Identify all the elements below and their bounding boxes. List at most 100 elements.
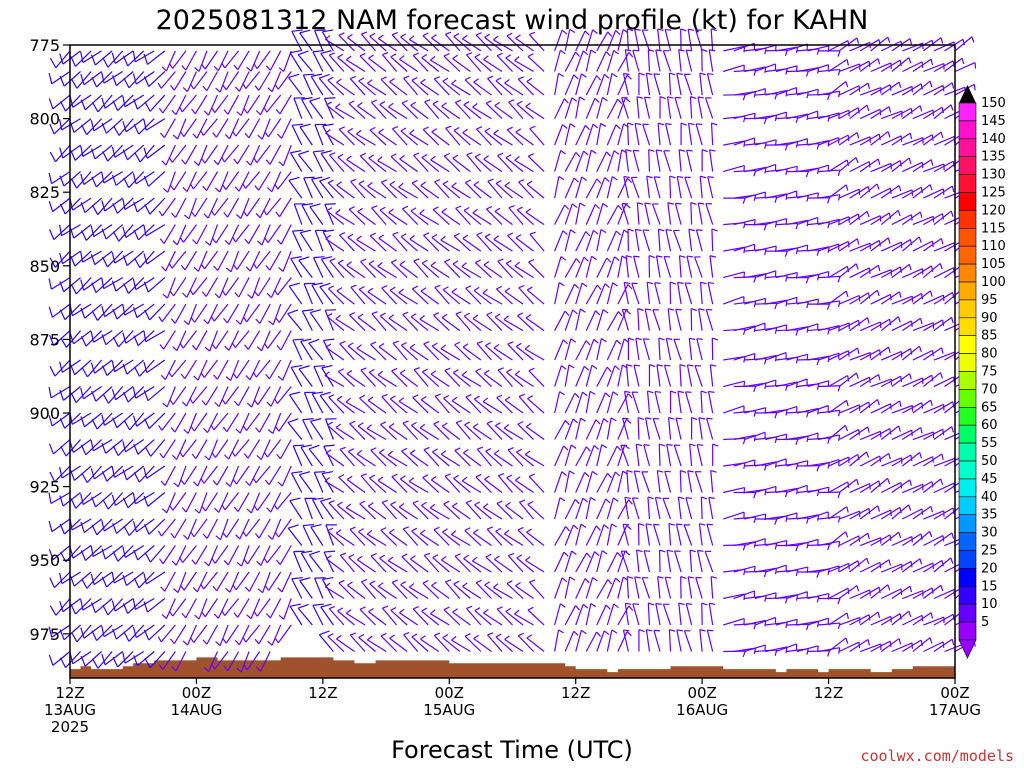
barb-half-flag — [466, 152, 473, 156]
wind-barb — [158, 303, 176, 323]
barb-half-flag — [403, 632, 410, 636]
barb-flag — [143, 147, 148, 159]
barb-half-flag — [170, 427, 176, 433]
wind-barb — [171, 651, 187, 672]
wind-barb — [322, 229, 335, 252]
barb-flag — [143, 390, 149, 401]
barb-half-flag — [160, 586, 166, 592]
barb-half-flag — [442, 286, 449, 291]
barb-staff — [504, 185, 524, 199]
wind-barb — [754, 163, 777, 173]
barb-staff — [432, 103, 450, 120]
barb-staff — [145, 224, 166, 237]
wind-barb — [162, 277, 176, 299]
wind-barb — [402, 311, 419, 331]
barb-staff — [165, 50, 176, 72]
barb-half-flag — [564, 204, 570, 210]
wind-barb — [699, 175, 707, 199]
wind-barb — [91, 651, 113, 669]
barb-half-flag — [346, 369, 353, 375]
wind-barb — [452, 608, 471, 626]
barb-staff — [554, 30, 563, 52]
wind-barb — [391, 367, 408, 387]
wind-barb — [451, 635, 471, 653]
barb-flag — [60, 101, 67, 112]
wind-barb — [80, 277, 102, 291]
barb-half-flag — [371, 205, 378, 209]
wind-barb — [606, 523, 617, 546]
barb-half-flag — [625, 149, 632, 152]
barb-staff — [528, 476, 545, 493]
barb-staff — [575, 150, 585, 172]
barb-half-flag — [172, 134, 179, 140]
barb-staff — [444, 261, 461, 279]
barb-staff — [346, 479, 366, 494]
barb-staff — [765, 351, 787, 361]
barb-staff — [698, 523, 703, 546]
barb-staff — [525, 211, 545, 226]
wind-barb — [382, 52, 398, 72]
wind-barb — [633, 470, 641, 493]
wind-barb — [101, 465, 124, 482]
wind-barb — [505, 54, 524, 72]
barb-half-flag — [485, 447, 492, 452]
barb-staff — [617, 419, 628, 440]
barb-half-flag — [708, 390, 715, 393]
barb-half-flag — [326, 101, 333, 106]
barb-half-flag — [423, 232, 430, 236]
wind-barb — [585, 631, 602, 652]
barb-staff — [527, 609, 545, 626]
barb-staff — [250, 144, 261, 166]
barb-half-flag — [358, 528, 364, 533]
wind-barb — [211, 330, 229, 350]
wind-barb — [225, 571, 240, 593]
barb-half-flag — [241, 182, 247, 189]
wind-barb — [287, 418, 303, 440]
barb-flag — [112, 417, 118, 428]
barb-staff — [107, 50, 124, 68]
barb-half-flag — [246, 66, 252, 72]
wind-barb — [665, 123, 672, 146]
wind-barb — [486, 526, 503, 546]
barb-staff — [172, 386, 187, 405]
barb-half-flag — [267, 87, 273, 93]
wind-barb — [112, 94, 134, 112]
barb-half-flag — [326, 555, 332, 560]
barb-half-flag — [596, 284, 602, 291]
barb-staff — [360, 581, 376, 599]
wind-barb — [122, 359, 145, 375]
wind-barb — [596, 283, 610, 305]
barb-staff — [127, 50, 145, 67]
wind-barb — [204, 439, 219, 461]
wind-barb — [464, 76, 482, 96]
wind-barb — [495, 180, 513, 199]
barb-half-flag — [349, 420, 356, 425]
wind-barb — [389, 286, 408, 305]
wind-barb — [350, 178, 366, 199]
barb-staff — [564, 524, 574, 546]
wind-barb — [189, 624, 208, 643]
barb-staff — [350, 181, 366, 199]
barb-staff — [249, 465, 261, 486]
wind-barb — [60, 439, 81, 457]
wind-barb — [266, 492, 282, 513]
barb-half-flag — [215, 87, 221, 93]
barb-flag — [321, 256, 333, 260]
barb-half-flag — [389, 634, 395, 639]
barb-half-flag — [337, 259, 344, 264]
wind-barb — [101, 171, 123, 184]
barb-staff — [786, 113, 809, 120]
barb-staff — [288, 77, 303, 96]
barb-half-flag — [669, 175, 676, 179]
barb-flag — [133, 229, 140, 241]
barb-staff — [617, 364, 624, 387]
barb-staff — [360, 33, 376, 52]
wind-barb — [621, 97, 629, 119]
wind-barb — [524, 344, 545, 361]
wind-barb — [132, 171, 155, 185]
barb-staff — [283, 598, 292, 620]
barb-half-flag — [462, 582, 468, 588]
wind-barb — [733, 353, 756, 361]
barb-staff — [620, 551, 629, 573]
wind-barb — [80, 94, 103, 111]
